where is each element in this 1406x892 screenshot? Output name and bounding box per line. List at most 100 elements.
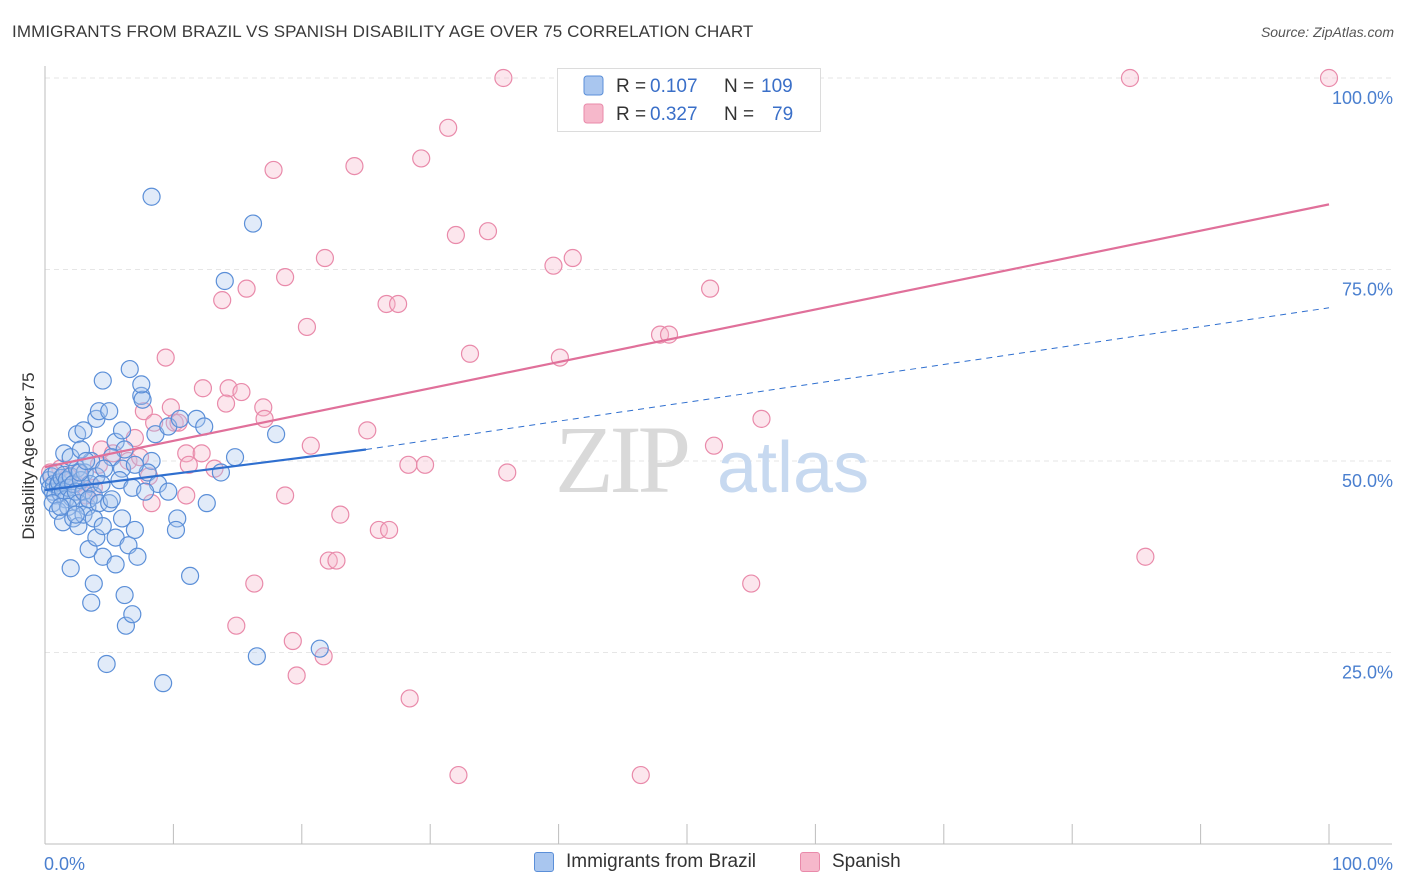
brazil-point bbox=[102, 490, 121, 509]
spanish-point bbox=[237, 279, 256, 298]
spanish-point bbox=[287, 666, 306, 685]
spanish-point bbox=[460, 344, 480, 363]
brazil-trend-dashed bbox=[365, 307, 1330, 451]
spanish-point bbox=[179, 455, 198, 474]
legend-pink-n-value: 79 bbox=[772, 104, 793, 125]
spanish-point bbox=[193, 379, 213, 398]
spanish-point bbox=[742, 574, 761, 593]
legend-pink-n-label: N = bbox=[724, 104, 754, 125]
spanish-point bbox=[156, 348, 175, 367]
brazil-point bbox=[168, 509, 187, 528]
legend-blue-r-label: R = bbox=[616, 76, 646, 97]
brazil-point bbox=[51, 497, 70, 517]
spanish-points bbox=[41, 68, 1339, 785]
spanish-point bbox=[216, 394, 236, 413]
series-legend: Immigrants from Brazil Spanish bbox=[0, 851, 1406, 877]
spanish-point bbox=[254, 398, 273, 417]
legend-blue-n-value: 109 bbox=[761, 76, 793, 97]
spanish-point bbox=[297, 317, 317, 337]
spanish-point bbox=[276, 486, 295, 505]
y-tick-label: 50.0% bbox=[1342, 471, 1393, 491]
legend-pink-swatch bbox=[583, 103, 604, 124]
legend-pink-r-value: 0.327 bbox=[650, 104, 698, 125]
correlation-legend-graphic: R = 0.107 N = 109 R = 0.327 N = 79 bbox=[583, 75, 793, 125]
brazil-point bbox=[243, 214, 263, 233]
brazil-point bbox=[142, 187, 161, 206]
brazil-point bbox=[66, 505, 85, 524]
spanish-point bbox=[1136, 547, 1155, 566]
x-tick-label: 0.0% bbox=[44, 854, 85, 874]
brazil-point bbox=[71, 440, 91, 459]
spanish-point bbox=[264, 160, 283, 180]
brazil-point bbox=[215, 271, 234, 291]
brazil-point bbox=[125, 520, 144, 540]
spanish-point bbox=[255, 409, 274, 428]
spanish-point bbox=[345, 156, 364, 176]
brazil-point bbox=[120, 359, 139, 379]
spanish-point bbox=[134, 402, 153, 421]
spanish-point bbox=[315, 248, 335, 268]
brazil-point bbox=[74, 421, 93, 440]
brazil-point bbox=[106, 555, 125, 574]
brazil-point bbox=[93, 371, 112, 390]
legend-pink-r-label: R = bbox=[616, 104, 646, 125]
spanish-point bbox=[276, 268, 295, 287]
series-legend-brazil: Immigrants from Brazil bbox=[534, 851, 756, 873]
spanish-point bbox=[380, 520, 399, 540]
spanish-point bbox=[389, 294, 408, 314]
spanish-point bbox=[449, 765, 468, 785]
spanish-point bbox=[369, 520, 388, 540]
brazil-point bbox=[89, 402, 109, 421]
spanish-point bbox=[1120, 68, 1140, 88]
spanish-point bbox=[412, 149, 431, 168]
y-tick-label: 75.0% bbox=[1342, 280, 1393, 300]
legend-blue-n-label: N = bbox=[724, 76, 754, 97]
y-tick-label: 100.0% bbox=[1332, 88, 1393, 108]
brazil-point bbox=[123, 605, 142, 624]
spanish-point bbox=[498, 463, 517, 482]
brazil-point bbox=[166, 520, 186, 540]
brazil-point bbox=[70, 463, 89, 482]
y-tick-label: 25.0% bbox=[1342, 663, 1393, 683]
brazil-point bbox=[180, 566, 200, 586]
brazil-point bbox=[61, 559, 80, 578]
brazil-point bbox=[97, 654, 116, 674]
brazil-point bbox=[112, 509, 132, 528]
spanish-point bbox=[1319, 68, 1339, 88]
brazil-point bbox=[187, 409, 206, 428]
spanish-point bbox=[478, 222, 498, 241]
spanish-point bbox=[400, 689, 419, 708]
brazil-point bbox=[75, 463, 94, 482]
spanish-point bbox=[331, 505, 350, 524]
brazil-point bbox=[159, 482, 178, 501]
watermark-zip: ZIP bbox=[555, 406, 688, 513]
spanish-point bbox=[213, 291, 232, 310]
brazil-trend-line bbox=[44, 448, 367, 492]
spanish-point bbox=[494, 68, 513, 88]
spanish-swatch bbox=[800, 852, 820, 872]
brazil-point bbox=[82, 593, 101, 612]
spanish-point bbox=[544, 256, 563, 275]
brazil-point bbox=[93, 517, 112, 536]
brazil-point bbox=[112, 421, 132, 440]
brazil-point bbox=[247, 647, 266, 666]
legend-blue-r-value: 0.107 bbox=[650, 76, 698, 97]
spanish-point bbox=[446, 225, 465, 245]
brazil-point bbox=[84, 574, 103, 593]
brazil-point bbox=[225, 448, 245, 467]
spanish-point bbox=[177, 486, 196, 505]
spanish-point bbox=[227, 616, 246, 635]
spanish-point bbox=[177, 444, 196, 463]
spanish-point bbox=[327, 551, 346, 570]
spanish-series-label: Spanish bbox=[832, 851, 901, 872]
brazil-point bbox=[197, 494, 216, 513]
spanish-point bbox=[701, 279, 720, 298]
spanish-point bbox=[142, 494, 161, 513]
tick-labels: 25.0% 50.0% 75.0% 100.0% 0.0% 100.0% bbox=[44, 88, 1393, 874]
spanish-point bbox=[358, 421, 377, 440]
spanish-point bbox=[301, 436, 320, 455]
source-label: Source: ZipAtlas.com bbox=[1260, 24, 1394, 40]
spanish-trend-line bbox=[44, 203, 1330, 469]
brazil-point bbox=[116, 616, 135, 635]
y-axis-label: Disability Age Over 75 bbox=[19, 372, 38, 539]
